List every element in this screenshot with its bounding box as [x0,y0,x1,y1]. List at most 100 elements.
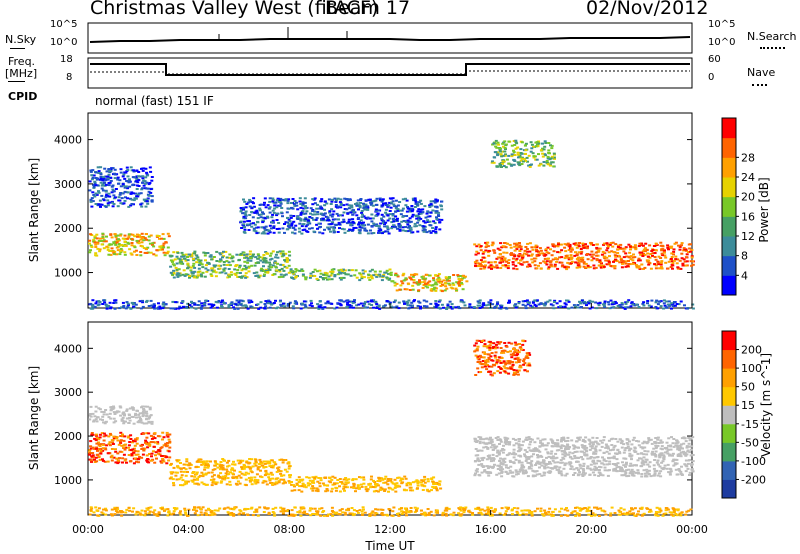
echo-cell [307,222,310,224]
echo-cell [101,458,104,460]
echo-cell [236,269,239,271]
echo-cell [651,443,654,445]
echo-cell [403,476,406,478]
echo-cell [153,462,156,464]
echo-cell [195,473,198,475]
echo-cell [320,198,323,200]
echo-cell [218,252,221,254]
echo-cell [590,259,593,261]
echo-cell [592,244,595,246]
echo-cell [179,263,182,265]
echo-cell [386,300,389,302]
echo-cell [243,216,246,218]
echo-cell [293,489,296,491]
echo-cell [120,168,123,170]
nsky-line [90,37,690,42]
echo-cell [361,486,364,488]
echo-cell [265,466,268,468]
echo-cell [549,264,552,266]
echo-cell [233,268,236,270]
echo-cell [531,144,534,146]
echo-cell [604,467,607,469]
echo-cell [108,170,111,172]
echo-cell [175,267,178,269]
echo-cell [432,279,435,281]
echo-cell [221,271,224,273]
echo-cell [97,203,100,205]
echo-cell [647,256,650,258]
echo-cell [122,446,125,448]
echo-cell [386,214,389,216]
echo-cell [282,474,285,476]
echo-cell [352,307,355,309]
echo-cell [557,245,560,247]
echo-cell [230,257,233,259]
echo-cell [576,267,579,269]
echo-cell [689,472,692,474]
echo-cell [146,203,149,205]
echo-cell [173,277,176,279]
echo-cell [669,468,672,470]
echo-cell [135,195,138,197]
echo-cell [364,301,367,303]
echo-cell [161,458,164,460]
echo-cell [119,194,122,196]
echo-cell [101,185,104,187]
echo-cell [492,249,495,251]
echo-cell [650,475,653,477]
echo-cell [659,439,662,441]
echo-cell [346,213,349,215]
echo-cell [482,257,485,259]
echo-cell [582,472,585,474]
echo-cell [429,212,432,214]
echo-cell [292,227,295,229]
echo-cell [370,202,373,204]
echo-cell [109,433,112,435]
echo-cell [289,270,292,272]
echo-cell [264,470,267,472]
echo-cell [356,205,359,207]
echo-cell [231,467,234,469]
echo-cell [117,199,120,201]
echo-cell [157,302,160,304]
echo-cell [240,210,243,212]
echo-cell [270,216,273,218]
echo-cell [275,269,278,271]
echo-cell [249,260,252,262]
echo-cell [607,457,610,459]
echo-cell [278,269,281,271]
echo-cell [318,306,321,308]
echo-cell [560,470,563,472]
echo-cell [215,260,218,262]
echo-cell [107,202,110,204]
echo-cell [274,260,277,262]
echo-cell [409,489,412,491]
echo-cell [424,278,427,280]
echo-cell [666,244,669,246]
echo-cell [304,306,307,308]
echo-cell [627,263,630,265]
echo-cell [262,265,265,267]
echo-cell [172,270,175,272]
echo-cell [670,258,673,260]
echo-cell [624,308,627,310]
echo-cell [550,157,553,159]
echo-cell [608,303,611,305]
echo-cell [605,257,608,259]
echo-cell [165,252,168,254]
echo-cell [513,159,516,161]
echo-cell [269,478,272,480]
echo-cell [161,249,164,251]
echo-cell [308,477,311,479]
echo-cell [168,235,171,237]
echo-cell [117,205,120,207]
echo-cell [643,450,646,452]
echo-cell [257,308,260,310]
echo-cell [232,476,235,478]
echo-cell [544,444,547,446]
echo-cell [362,225,365,227]
echo-cell [90,201,93,203]
echo-cell [279,264,282,266]
echo-cell [220,461,223,463]
echo-cell [623,452,626,454]
